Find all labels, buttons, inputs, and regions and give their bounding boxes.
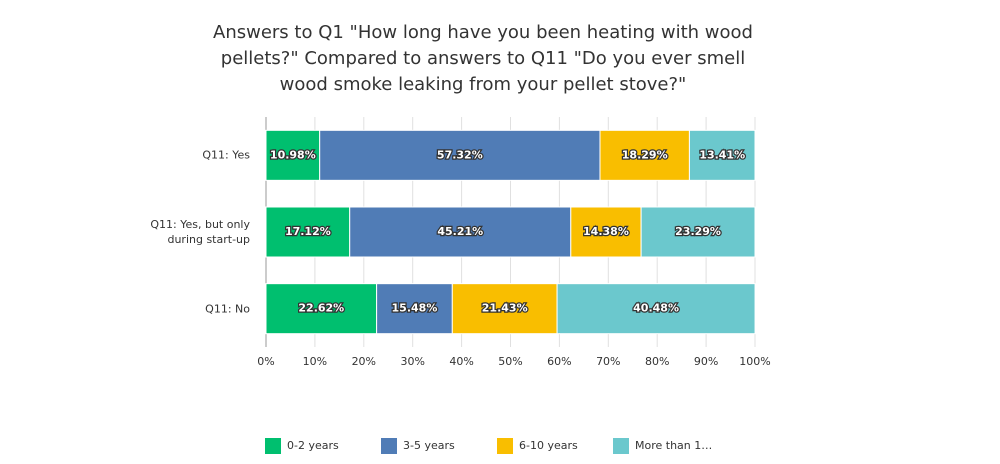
value-label: 13.41% <box>699 148 745 161</box>
x-tick-label: 50% <box>498 355 522 368</box>
bar-segment <box>265 206 351 258</box>
bar-segment <box>376 283 453 335</box>
value-label: 18.29% <box>622 148 668 161</box>
bar-segment <box>640 206 756 258</box>
bar-segment <box>570 206 642 258</box>
value-label: 45.21% <box>437 225 483 238</box>
x-tick-label: 60% <box>547 355 571 368</box>
legend-label: 0-2 years <box>287 439 339 452</box>
legend-label: 3-5 years <box>403 439 455 452</box>
bar-segment <box>556 283 756 335</box>
x-tick-label: 70% <box>596 355 620 368</box>
legend-swatch <box>381 438 397 454</box>
legend-swatch <box>497 438 513 454</box>
legend-label: 6-10 years <box>519 439 578 452</box>
x-tick-label: 0% <box>257 355 274 368</box>
bar-segment <box>265 283 378 335</box>
legend-label: More than 1… <box>635 439 712 452</box>
x-tick-label: 40% <box>449 355 473 368</box>
y-tick-label: Q11: Yes, but only during start-up <box>150 218 250 246</box>
value-label: 23.29% <box>675 225 721 238</box>
bar-segment <box>319 129 601 181</box>
x-tick-label: 100% <box>739 355 770 368</box>
y-tick-label: Q11: Yes <box>202 148 250 162</box>
chart-title: Answers to Q1 "How long have you been he… <box>213 22 753 95</box>
value-label: 17.12% <box>285 225 331 238</box>
y-tick-label: Q11: No <box>205 302 250 316</box>
x-tick-label: 80% <box>645 355 669 368</box>
x-tick-label: 20% <box>352 355 376 368</box>
x-tick-label: 30% <box>400 355 424 368</box>
value-label: 14.38% <box>583 225 629 238</box>
legend-swatch <box>265 438 281 454</box>
bar-segment <box>688 129 756 181</box>
value-label: 22.62% <box>298 302 344 315</box>
x-tick-label: 90% <box>694 355 718 368</box>
x-tick-label: 10% <box>303 355 327 368</box>
legend-swatch <box>613 438 629 454</box>
bar-segment <box>599 129 690 181</box>
bar-segment <box>451 283 558 335</box>
value-label: 21.43% <box>482 302 528 315</box>
bar-segment <box>349 206 572 258</box>
value-label: 15.48% <box>392 302 438 315</box>
value-label: 40.48% <box>633 302 679 315</box>
value-label: 57.32% <box>437 148 483 161</box>
value-label: 10.98% <box>270 148 316 161</box>
